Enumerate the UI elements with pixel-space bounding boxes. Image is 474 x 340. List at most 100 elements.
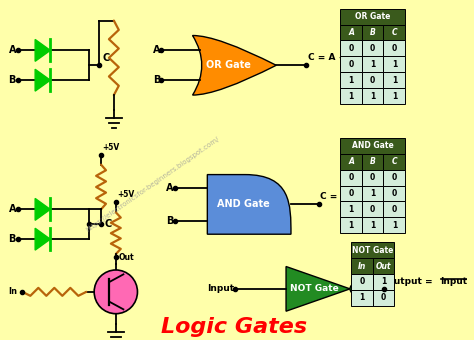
Text: 1: 1 [370,189,375,198]
Text: Output =: Output = [386,277,436,286]
Text: 0: 0 [392,173,397,182]
Text: 1: 1 [359,293,365,302]
Polygon shape [35,228,50,250]
FancyBboxPatch shape [351,242,394,258]
Text: 0: 0 [392,205,397,214]
FancyBboxPatch shape [383,56,405,72]
Text: 0: 0 [370,173,375,182]
Text: Out: Out [119,253,135,261]
FancyBboxPatch shape [340,24,362,40]
Text: B: B [153,75,160,85]
Text: 0: 0 [392,44,397,53]
Text: 1: 1 [392,221,397,230]
FancyBboxPatch shape [383,217,405,233]
Text: Out: Out [376,261,391,271]
FancyBboxPatch shape [383,154,405,170]
Text: A: A [166,183,174,192]
Text: 1: 1 [348,76,354,85]
Text: 0: 0 [348,173,354,182]
Text: 1: 1 [381,277,386,286]
Text: 1: 1 [348,205,354,214]
Text: Logic Gates: Logic Gates [161,317,307,337]
FancyBboxPatch shape [383,40,405,56]
Text: AND Gate: AND Gate [352,141,393,150]
FancyBboxPatch shape [362,24,383,40]
Text: 1: 1 [392,60,397,69]
FancyBboxPatch shape [383,201,405,217]
Polygon shape [286,267,350,311]
Text: 0: 0 [392,189,397,198]
Text: 0: 0 [370,205,375,214]
Text: 0: 0 [370,44,375,53]
Text: C = A . B: C = A . B [320,192,365,201]
Text: A: A [153,45,160,55]
Text: +5V: +5V [117,190,134,199]
FancyBboxPatch shape [340,88,362,104]
Text: C = A + B: C = A + B [308,53,356,62]
FancyBboxPatch shape [340,56,362,72]
FancyBboxPatch shape [340,170,362,186]
Text: 0: 0 [370,76,375,85]
FancyBboxPatch shape [383,24,405,40]
PathPatch shape [192,35,276,95]
FancyBboxPatch shape [383,170,405,186]
FancyBboxPatch shape [373,258,394,274]
Text: A: A [9,204,16,214]
FancyBboxPatch shape [383,72,405,88]
FancyBboxPatch shape [340,201,362,217]
Text: 1: 1 [392,76,397,85]
FancyBboxPatch shape [362,201,383,217]
Text: B: B [370,157,375,166]
Text: C: C [102,53,109,63]
Text: https://electronicsfor-beginners.blogspot.com/: https://electronicsfor-beginners.blogspo… [85,136,221,233]
Text: C: C [392,157,397,166]
Text: B: B [166,216,174,226]
Text: OR Gate: OR Gate [355,12,390,21]
Text: 1: 1 [370,91,375,101]
Text: 0: 0 [348,60,354,69]
FancyBboxPatch shape [362,186,383,201]
FancyBboxPatch shape [362,217,383,233]
FancyBboxPatch shape [351,290,373,306]
FancyBboxPatch shape [362,56,383,72]
Circle shape [350,284,360,294]
Text: A: A [348,28,354,37]
FancyBboxPatch shape [340,8,405,24]
PathPatch shape [207,174,291,234]
Text: A: A [9,45,16,55]
Polygon shape [35,69,50,91]
FancyBboxPatch shape [351,274,373,290]
FancyBboxPatch shape [383,186,405,201]
Text: Input: Input [440,277,468,286]
Text: 0: 0 [381,293,386,302]
Text: B: B [9,234,16,244]
FancyBboxPatch shape [340,186,362,201]
Text: C: C [105,219,112,229]
FancyBboxPatch shape [373,274,394,290]
Text: B: B [370,28,375,37]
Text: +5V: +5V [102,143,119,152]
Text: 0: 0 [348,44,354,53]
FancyBboxPatch shape [340,138,405,154]
FancyBboxPatch shape [362,72,383,88]
FancyBboxPatch shape [340,40,362,56]
Text: 0: 0 [359,277,365,286]
Text: 1: 1 [348,221,354,230]
Text: NOT Gate: NOT Gate [352,245,393,255]
Text: 1: 1 [370,60,375,69]
Text: B: B [9,75,16,85]
FancyBboxPatch shape [383,88,405,104]
Text: NOT Gate: NOT Gate [291,284,339,293]
Polygon shape [35,199,50,220]
Text: OR Gate: OR Gate [206,60,251,70]
Text: In: In [9,287,18,296]
FancyBboxPatch shape [373,290,394,306]
Text: C: C [392,28,397,37]
FancyBboxPatch shape [340,217,362,233]
Text: AND Gate: AND Gate [217,199,270,209]
FancyBboxPatch shape [362,170,383,186]
FancyBboxPatch shape [340,154,362,170]
Text: 0: 0 [348,189,354,198]
FancyBboxPatch shape [362,40,383,56]
Circle shape [94,270,137,314]
